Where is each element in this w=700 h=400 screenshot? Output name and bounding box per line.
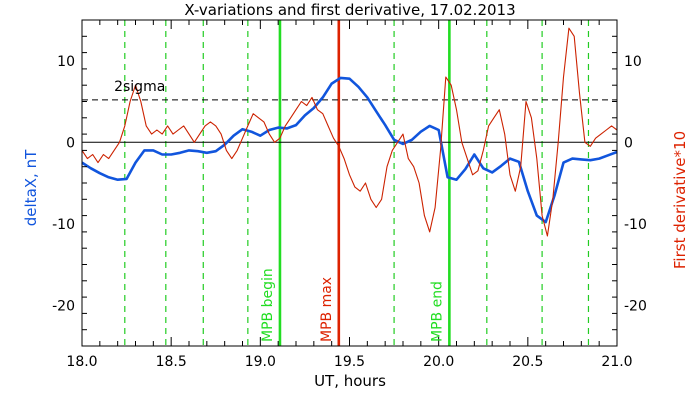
labels-layer: 2sigma 18.0 18.5 19.0 19.5 20.0 20.5 21.0 10 10 0 0… (52, 54, 647, 370)
x-tick-label-2: 19.0 (245, 354, 276, 370)
x-tick-label-5: 20.5 (512, 354, 543, 370)
marker-label-1: MPB max (319, 277, 335, 342)
y-tick-label-right-3: -20 (624, 298, 647, 314)
plot-frame (81, 19, 618, 347)
y-tick-label-right-1: 0 (624, 135, 633, 151)
marker-label-0: MPB begin (260, 268, 276, 342)
series-line-1 (81, 27, 618, 237)
y-tick-label-right-2: -10 (624, 217, 647, 233)
x-tick-label-0: 18.0 (66, 354, 97, 370)
y-tick-label-right-0: 10 (624, 54, 642, 70)
marker-label-2: MPB end (429, 281, 445, 342)
axes-layer (81, 19, 618, 347)
series-line-0 (81, 76, 618, 224)
right-axis-title: First derivative*10 (671, 131, 689, 269)
y-tick-label-left-3: -20 (52, 298, 75, 314)
y-tick-label-left-2: -10 (52, 217, 75, 233)
x-tick-label-6: 21.0 (601, 354, 632, 370)
y-tick-label-left-1: 0 (66, 135, 75, 151)
x-tick-label-1: 18.5 (156, 354, 187, 370)
left-axis-title: deltaX, nT (22, 149, 40, 226)
x-tick-label-3: 19.5 (334, 354, 365, 370)
chart-title: X-variations and first derivative, 17.02… (184, 1, 515, 19)
horizontal-lines-layer (82, 99, 617, 143)
sigma-line-label: 2sigma (114, 79, 165, 95)
series-layer (81, 27, 618, 237)
y-tick-label-left-0: 10 (57, 54, 75, 70)
x-axis-title: UT, hours (314, 372, 386, 390)
x-tick-label-4: 20.0 (423, 354, 454, 370)
vertical-lines-layer (124, 20, 590, 346)
